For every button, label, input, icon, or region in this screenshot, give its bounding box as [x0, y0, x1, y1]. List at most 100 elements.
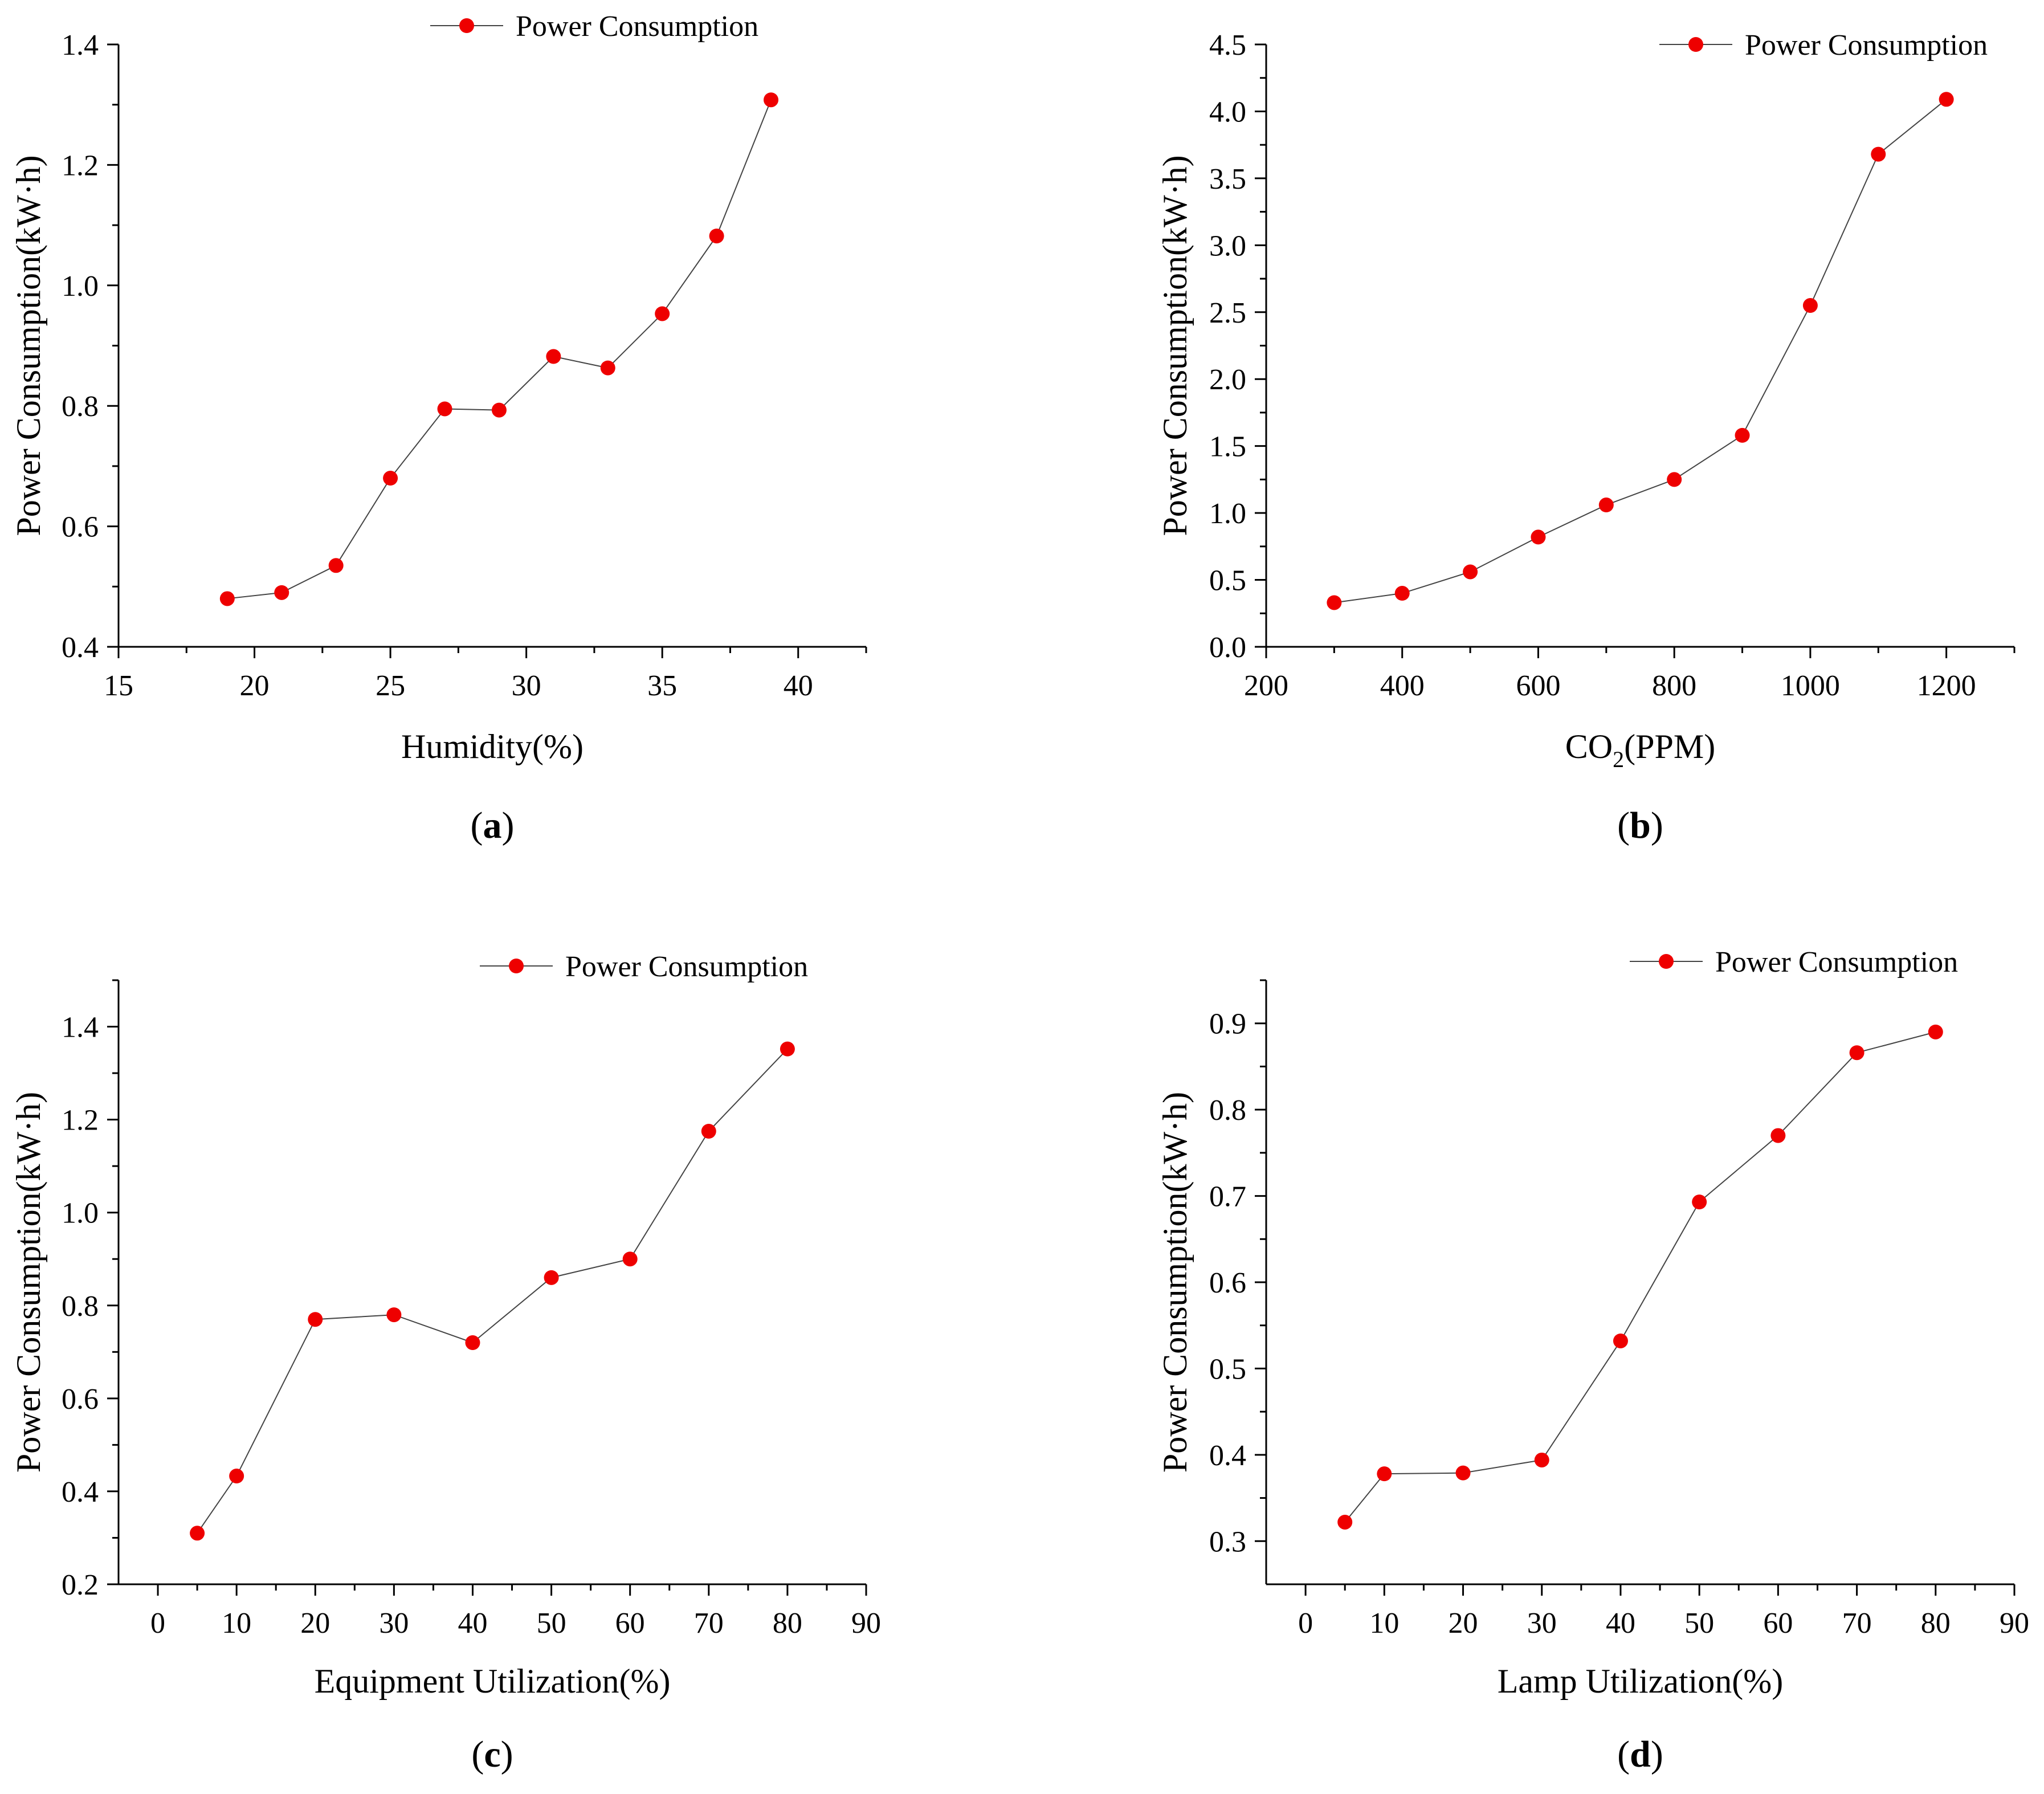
legend: Power Consumption [1630, 946, 1958, 978]
x-tick-label: 80 [1921, 1607, 1951, 1640]
y-tick-label: 0.5 [1209, 565, 1246, 597]
x-tick-label: 0 [150, 1607, 165, 1640]
legend: Power Consumption [480, 951, 808, 983]
y-tick-label: 0.6 [1209, 1267, 1246, 1299]
series-line [1344, 1031, 1936, 1523]
panel-label-close-paren: ) [1651, 1734, 1663, 1775]
x-tick-label: 25 [376, 670, 405, 702]
data-point [1735, 427, 1750, 443]
y-tick-label: 0.0 [1209, 631, 1246, 664]
panel-a: 15 20 25 30 35 40 0.4 0.6 0.8 1.0 1.2 1.4 Humidity(%… [10, 10, 867, 846]
x-tick-label: 800 [1652, 670, 1696, 702]
data-point [780, 1041, 795, 1057]
data-point [1531, 529, 1546, 545]
y-tick-label: 1.0 [1209, 498, 1246, 530]
panel-label-letter: a [483, 805, 502, 846]
data-point [465, 1335, 480, 1350]
panel-label: (d) [1617, 1734, 1663, 1775]
data-point [622, 1251, 638, 1267]
data-point [1394, 586, 1410, 601]
data-point [437, 401, 452, 417]
y-axis-title: Power Consumption(kW·h) [1156, 1092, 1194, 1473]
x-tick-label: 0 [1298, 1607, 1313, 1640]
series-line [1334, 99, 1947, 604]
data-point [655, 306, 670, 321]
data-point [1692, 1194, 1707, 1210]
panel-label: (b) [1617, 805, 1663, 846]
data-point [383, 471, 398, 486]
panel-label-close-paren: ) [502, 805, 515, 846]
x-tick-label: 400 [1380, 670, 1425, 702]
data-point [701, 1124, 716, 1139]
legend-marker [509, 959, 524, 973]
data-point [1770, 1128, 1786, 1143]
x-tick-label: 80 [773, 1607, 802, 1640]
y-tick-label: 0.6 [62, 1383, 99, 1416]
x-tick-label: 50 [537, 1607, 566, 1640]
data-point [1849, 1045, 1865, 1061]
panel-label-open-paren: ( [471, 1734, 484, 1775]
y-tick-label: 0.4 [62, 631, 99, 664]
y-tick-label: 0.8 [62, 390, 99, 423]
series-line [197, 1048, 788, 1534]
data-point [1871, 146, 1886, 162]
x-tick-label: 1000 [1781, 670, 1840, 702]
legend-label: Power Consumption [1715, 946, 1958, 978]
y-axis-title: Power Consumption(kW·h) [1156, 155, 1194, 536]
y-tick-label: 0.6 [62, 511, 99, 544]
y-tick-label: 1.4 [62, 1012, 99, 1044]
data-point [1613, 1333, 1628, 1348]
y-tick-label: 2.0 [1209, 364, 1246, 396]
x-tick-label: 200 [1244, 670, 1288, 702]
data-point [190, 1526, 205, 1541]
data-point [229, 1469, 244, 1484]
y-tick-label: 0.4 [1209, 1440, 1246, 1472]
y-tick-label: 0.3 [1209, 1526, 1246, 1558]
legend-label: Power Consumption [1745, 29, 1988, 62]
y-axis-title: Power Consumption(kW·h) [10, 1092, 47, 1473]
x-tick-label: 35 [647, 670, 677, 702]
x-tick-label: 40 [1606, 1607, 1635, 1640]
legend-label: Power Consumption [565, 951, 808, 983]
x-tick-label: 50 [1684, 1607, 1714, 1640]
y-tick-label: 1.5 [1209, 431, 1246, 463]
data-point [546, 349, 561, 364]
data-point [1928, 1024, 1943, 1039]
y-tick-label: 1.2 [62, 1104, 99, 1137]
panel-label-open-paren: ( [471, 805, 483, 846]
x-tick-label: 20 [300, 1607, 330, 1640]
data-point [1455, 1465, 1471, 1481]
x-tick-label: 10 [222, 1607, 251, 1640]
y-tick-label: 0.9 [1209, 1008, 1246, 1041]
y-tick-label: 1.0 [62, 270, 99, 303]
x-tick-label: 10 [1369, 1607, 1399, 1640]
panel-label-close-paren: ) [1651, 805, 1663, 846]
data-point [709, 229, 724, 244]
panel-label-open-paren: ( [1617, 805, 1630, 846]
legend-label: Power Consumption [516, 10, 758, 43]
panel-label-close-paren: ) [501, 1734, 513, 1775]
legend: Power Consumption [1659, 29, 1988, 62]
x-tick-label: 15 [104, 670, 133, 702]
legend: Power Consumption [430, 10, 758, 43]
y-tick-label: 0.8 [1209, 1094, 1246, 1127]
data-point [1337, 1514, 1353, 1530]
x-tick-label: 60 [1763, 1607, 1793, 1640]
data-point [600, 360, 615, 376]
data-point [219, 591, 235, 606]
data-point [308, 1312, 323, 1327]
data-point [328, 558, 344, 573]
panel-label-letter: b [1630, 805, 1651, 846]
x-tick-label: 1200 [1917, 670, 1976, 702]
data-point [1598, 498, 1614, 513]
x-tick-label: 40 [458, 1607, 487, 1640]
x-tick-label: 60 [615, 1607, 645, 1640]
panel-d: 0 10 20 30 40 50 60 70 80 90 0.3 0.4 0.5 0.6 0.7 0.8 0.9… [1156, 946, 2029, 1775]
y-tick-label: 1.4 [62, 29, 99, 62]
data-point [1534, 1452, 1549, 1467]
data-point [544, 1270, 559, 1285]
x-tick-label: 30 [512, 670, 541, 702]
y-tick-label: 0.5 [1209, 1353, 1246, 1385]
x-tick-label: 90 [2000, 1607, 2029, 1640]
